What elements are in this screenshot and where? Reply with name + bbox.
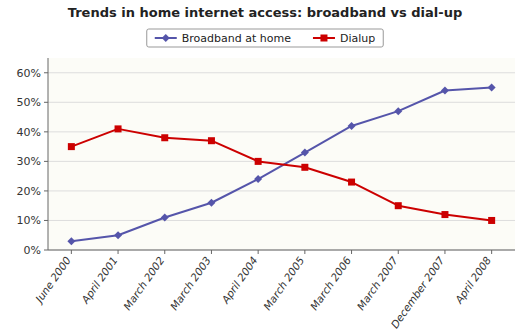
- marker: [255, 158, 262, 165]
- x-tick: [351, 250, 352, 254]
- legend-item: Dialup: [313, 32, 375, 45]
- legend-item: Broadband at home: [155, 32, 291, 45]
- x-tick: [491, 250, 492, 254]
- series-line: [71, 88, 491, 242]
- legend-label: Broadband at home: [182, 32, 291, 45]
- y-tick: [44, 250, 48, 251]
- marker: [115, 125, 122, 132]
- marker: [161, 214, 169, 222]
- marker: [301, 164, 308, 171]
- x-tick-label: March 2007: [354, 254, 400, 312]
- x-tick-label: March 2002: [121, 254, 167, 312]
- x-tick-label: March 2003: [168, 254, 214, 312]
- marker: [161, 134, 168, 141]
- legend-label: Dialup: [340, 32, 375, 45]
- marker: [207, 199, 215, 207]
- x-tick: [398, 250, 399, 254]
- marker: [114, 231, 122, 239]
- marker: [301, 149, 309, 157]
- grid-line: [48, 220, 515, 221]
- marker: [68, 143, 75, 150]
- y-tick: [44, 220, 48, 221]
- x-tick-label: April 2004: [218, 254, 259, 306]
- marker: [67, 237, 75, 245]
- x-tick: [71, 250, 72, 254]
- grid-line: [48, 102, 515, 103]
- y-tick-label: 20%: [17, 185, 41, 198]
- x-tick: [211, 250, 212, 254]
- y-tick: [44, 102, 48, 103]
- y-tick: [44, 161, 48, 162]
- marker: [162, 34, 170, 42]
- plot-area: [48, 58, 515, 250]
- marker: [488, 84, 496, 92]
- grid-line: [48, 190, 515, 191]
- x-tick-label: March 2005: [261, 254, 307, 312]
- x-tick: [444, 250, 445, 254]
- legend: Broadband at home Dialup: [147, 29, 383, 47]
- series-line: [71, 129, 491, 221]
- marker: [208, 137, 215, 144]
- x-tick: [164, 250, 165, 254]
- marker: [394, 107, 402, 115]
- x-tick-label: December 2007: [388, 254, 446, 330]
- marker: [488, 217, 495, 224]
- grid-line: [48, 161, 515, 162]
- data-group: [67, 84, 495, 246]
- y-tick: [44, 190, 48, 191]
- y-tick-label: 30%: [17, 155, 41, 168]
- y-tick-label: 60%: [17, 67, 41, 80]
- marker: [348, 122, 356, 130]
- x-tick: [258, 250, 259, 254]
- y-tick-label: 10%: [17, 214, 41, 227]
- y-axis: [48, 58, 49, 250]
- marker: [254, 175, 262, 183]
- y-tick: [44, 131, 48, 132]
- title: Trends in home internet access: broadban…: [68, 5, 463, 20]
- marker: [441, 211, 448, 218]
- marker: [395, 202, 402, 209]
- y-tick-label: 40%: [17, 126, 41, 139]
- x-tick-label: April 2008: [452, 254, 494, 306]
- grid-line: [48, 72, 515, 73]
- x-tick-label: April 2001: [78, 254, 119, 306]
- x-tick: [304, 250, 305, 254]
- marker: [441, 86, 449, 94]
- x-tick-label: June 2000: [32, 254, 74, 306]
- chart: Trends in home internet access: broadban…: [0, 0, 530, 333]
- marker: [320, 35, 327, 42]
- y-tick-label: 50%: [17, 96, 41, 109]
- legend-frame: [147, 29, 383, 47]
- marker: [348, 179, 355, 186]
- y-tick: [44, 72, 48, 73]
- x-tick: [118, 250, 119, 254]
- y-tick-label: 0%: [24, 244, 41, 257]
- x-tick-label: March 2006: [308, 254, 354, 312]
